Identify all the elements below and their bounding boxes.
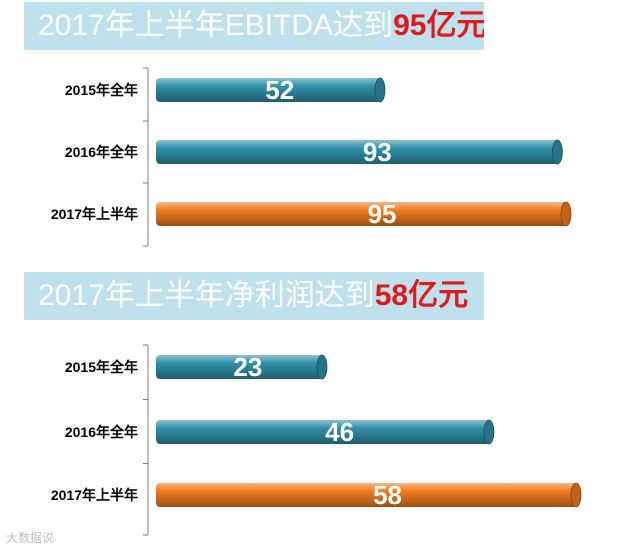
bar	[156, 483, 577, 507]
ebitda-bar-chart: 2015年全年 52 2016年全年 93 2017年上半年 95	[51, 67, 572, 247]
data-label: 58	[373, 480, 402, 510]
category-label: 2015年全年	[65, 82, 138, 98]
chart-1-title-text: 2017年上半年EBITDA达到	[38, 9, 394, 42]
bar	[156, 420, 490, 444]
category-label: 2016年全年	[65, 144, 138, 160]
bar	[156, 202, 567, 226]
bar-end-cap	[374, 77, 386, 103]
bar-end-cap	[570, 482, 582, 508]
category-label: 2016年全年	[65, 424, 138, 440]
bar-end-cap	[551, 139, 563, 165]
bar	[156, 140, 559, 164]
data-label: 46	[325, 417, 354, 447]
data-label: 93	[363, 137, 392, 167]
data-label: 23	[233, 352, 262, 382]
chart-2-title-text: 2017年上半年净利润达到	[38, 279, 375, 312]
net-profit-bar-chart: 2015年全年 23 2016年全年 46 2017年上半年 58	[51, 344, 582, 536]
bar-end-cap	[483, 419, 495, 445]
watermark: 大数据说	[6, 531, 55, 545]
chart-1-title-highlight: 95亿元	[393, 9, 484, 42]
category-label: 2017年上半年	[51, 487, 138, 503]
data-label: 52	[265, 75, 294, 105]
category-label: 2017年上半年	[51, 206, 138, 222]
chart-2-title: 2017年上半年净利润达到58亿元	[24, 272, 484, 320]
bar-end-cap	[560, 201, 572, 227]
bar	[156, 355, 323, 379]
chart-2-title-highlight: 58亿元	[374, 279, 469, 312]
chart-1-title: 2017年上半年EBITDA达到95亿元	[24, 2, 484, 50]
bar-end-cap	[316, 354, 328, 380]
bar	[156, 78, 381, 102]
category-label: 2015年全年	[65, 359, 138, 375]
data-label: 95	[368, 199, 397, 229]
